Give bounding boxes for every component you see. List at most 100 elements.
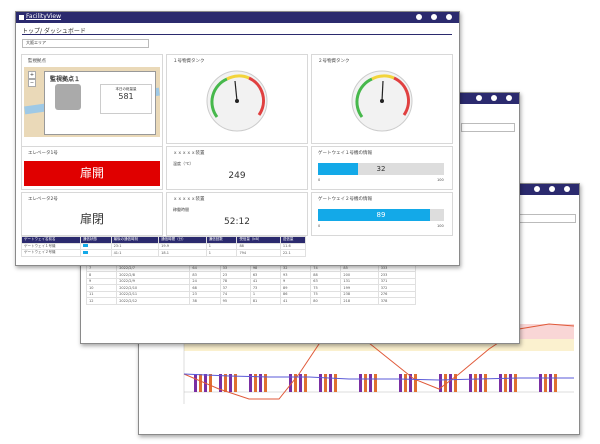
chart-bar bbox=[264, 374, 267, 392]
table-cell: 22.1 bbox=[279, 249, 307, 257]
table-cell bbox=[79, 249, 112, 257]
table-cell: 41:1 bbox=[110, 249, 160, 257]
gw1-max: 100 bbox=[437, 178, 444, 182]
chart-bar bbox=[334, 374, 337, 392]
chart-bar bbox=[259, 374, 262, 392]
gw1-min: 0 bbox=[318, 178, 321, 182]
chart-bar bbox=[474, 374, 477, 392]
table-cell: 80 bbox=[310, 297, 342, 305]
chart-bar bbox=[554, 374, 557, 392]
table-cell: 1 bbox=[205, 249, 238, 257]
time-label: 稼働時間 bbox=[173, 207, 189, 212]
chart-bar bbox=[544, 374, 547, 392]
chart-bar bbox=[404, 374, 407, 392]
table-row: 7 2022/2/7 64 33 98 32 74 85 333 bbox=[85, 264, 417, 272]
temp-panel: ｘｘｘｘｘ装置 温度（℃） 249 bbox=[166, 146, 308, 190]
gear-icon[interactable] bbox=[534, 186, 540, 192]
help-icon[interactable] bbox=[446, 14, 452, 20]
status-indicator-icon bbox=[82, 244, 88, 248]
table-row: 9 2022/2/9 24 78 41 9 63 131 371 bbox=[85, 277, 417, 285]
total-box: 本日の総量量 581 bbox=[100, 84, 152, 114]
gw2-title: ゲートウェイ２号機の情報 bbox=[318, 197, 372, 202]
chart-bar bbox=[509, 374, 512, 392]
chart-bar bbox=[549, 374, 552, 392]
chart-bar bbox=[319, 374, 322, 392]
table-cell: 81 bbox=[249, 297, 282, 305]
user-icon[interactable] bbox=[549, 186, 555, 192]
table-cell: 12 bbox=[85, 297, 118, 305]
chart-bar bbox=[369, 374, 372, 392]
time-title: ｘｘｘｘｘ装置 bbox=[173, 197, 205, 202]
title-divider bbox=[22, 34, 452, 35]
ev1-panel: エレベータ1号 扉開 bbox=[21, 146, 163, 190]
user-icon[interactable] bbox=[431, 14, 437, 20]
table-cell: 41 bbox=[280, 297, 312, 305]
chart-bar bbox=[209, 374, 212, 392]
chart-bar bbox=[249, 374, 252, 392]
chart-bar bbox=[439, 374, 442, 392]
building-name: 監視拠点１ bbox=[50, 76, 81, 83]
table-header-row: ゲートウェイ名前名 通信状態 最後の通信時刻 通信時間（分） 通信回数 受信量（kB） 送信… bbox=[21, 236, 307, 244]
chart-bar bbox=[219, 374, 222, 392]
chart-bar bbox=[409, 374, 412, 392]
chart-bar bbox=[414, 374, 417, 392]
chart-bar bbox=[294, 374, 297, 392]
ev2-title: エレベータ2号 bbox=[28, 197, 58, 202]
chart-bar bbox=[224, 374, 227, 392]
chart-bar bbox=[329, 374, 332, 392]
zoom-out-button[interactable]: − bbox=[28, 79, 36, 87]
gear-icon[interactable] bbox=[416, 14, 422, 20]
table-window-select[interactable] bbox=[461, 123, 515, 132]
page-title: トップ/ ダッシュボード bbox=[22, 28, 86, 35]
table-row: ゲートウェイ２号機 41:1 18.1 1 794 22.1 bbox=[21, 249, 307, 257]
user-icon[interactable] bbox=[491, 95, 497, 101]
monitor-popup: 監視拠点１ 本日の総量量 581 bbox=[44, 71, 156, 135]
chart-bar bbox=[299, 374, 302, 392]
chart-bar bbox=[359, 374, 362, 392]
tank1-panel: １号物資タンク bbox=[166, 54, 308, 144]
chart-bar bbox=[194, 374, 197, 392]
chart-bar bbox=[399, 374, 402, 392]
app-title[interactable]: FacilityView bbox=[26, 13, 62, 20]
map[interactable]: + − 監視拠点１ 本日の総量量 581 bbox=[24, 67, 160, 137]
chart-bar bbox=[304, 374, 307, 392]
table-cell: 2022/2/12 bbox=[116, 297, 191, 305]
monitor-panel: 監視拠点 + − 監視拠点１ 本日の総量量 581 bbox=[21, 54, 163, 186]
tank1-gauge bbox=[206, 70, 268, 132]
chart-bar bbox=[234, 374, 237, 392]
ev2-panel: エレベータ2号 扉閉 bbox=[21, 192, 163, 236]
table-cell: 378 bbox=[377, 297, 417, 305]
table-cell: 18.1 bbox=[158, 249, 207, 257]
chart-bar bbox=[444, 374, 447, 392]
chart-bar bbox=[499, 374, 502, 392]
temp-label: 温度（℃） bbox=[173, 161, 194, 166]
gw2-bar-track: 89 bbox=[318, 209, 444, 221]
chart-window-select[interactable] bbox=[519, 214, 576, 223]
table-cell: ゲートウェイ２号機 bbox=[21, 249, 81, 257]
chart-bar bbox=[469, 374, 472, 392]
gw1-value: 32 bbox=[376, 165, 386, 173]
humidity-line bbox=[183, 373, 574, 381]
help-icon[interactable] bbox=[564, 186, 570, 192]
gw2-panel: ゲートウェイ２号機の情報 89 0 100 bbox=[311, 192, 453, 236]
gw2-min: 0 bbox=[318, 224, 321, 228]
dashboard-window: FacilityView トップ/ ダッシュボード 大阪エリア 監視拠点 + −… bbox=[15, 11, 460, 266]
zoom-in-button[interactable]: + bbox=[28, 71, 36, 79]
tank2-gauge bbox=[351, 70, 413, 132]
chart-bar bbox=[254, 374, 257, 392]
temp-title: ｘｘｘｘｘ装置 bbox=[173, 151, 205, 156]
site-select[interactable]: 大阪エリア bbox=[22, 39, 149, 48]
gear-icon[interactable] bbox=[476, 95, 482, 101]
ev1-status: 扉開 bbox=[24, 161, 160, 186]
table-cell: 95 bbox=[219, 297, 251, 305]
table-cell: 794 bbox=[236, 249, 281, 257]
chart-bar bbox=[289, 374, 292, 392]
total-label: 本日の総量量 bbox=[115, 87, 137, 91]
chart-bar bbox=[504, 374, 507, 392]
chart-bar bbox=[374, 374, 377, 392]
help-icon[interactable] bbox=[506, 95, 512, 101]
chart-bar bbox=[324, 374, 327, 392]
time-value: 52:12 bbox=[224, 217, 250, 227]
gw2-bar-fill bbox=[318, 209, 431, 221]
chart-bar bbox=[364, 374, 367, 392]
